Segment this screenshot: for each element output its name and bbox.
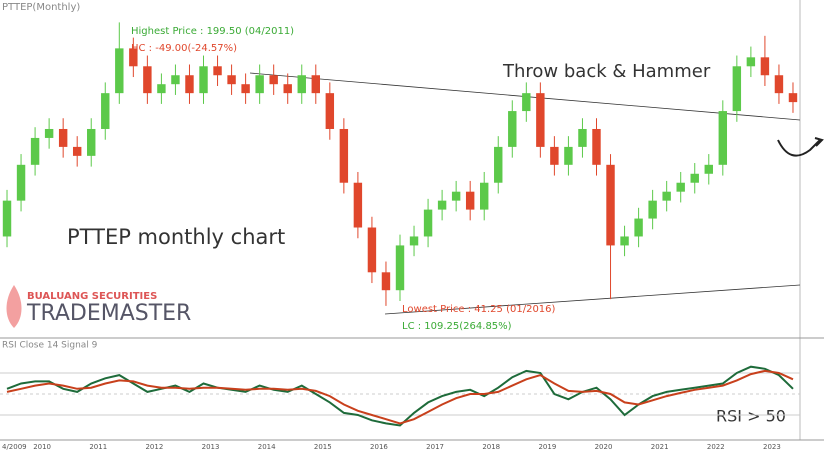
annotation: PTTEP monthly chart (67, 225, 285, 249)
x-tick-label: 2015 (314, 443, 332, 451)
rsi-line (6, 365, 794, 427)
candle-body (101, 93, 110, 129)
candle-body (213, 66, 222, 76)
candle-body (606, 164, 615, 246)
x-tick-label: 2020 (595, 443, 613, 451)
logo-product: TRADEMASTER (26, 301, 191, 326)
candle-body (185, 75, 194, 94)
candle-body (367, 227, 377, 273)
candle-body (634, 218, 643, 237)
candle-body (465, 191, 475, 210)
candle-body (760, 57, 770, 76)
candle-body (58, 128, 68, 147)
candle-body (30, 137, 40, 165)
x-tick-label: 2011 (89, 443, 107, 451)
candle-body (494, 146, 503, 183)
x-tick-label: 2021 (651, 443, 669, 451)
annotation: LC : 109.25(264.85%) (402, 321, 512, 332)
candle-body (690, 173, 699, 183)
x-tick-label: 4/2009 (2, 443, 27, 451)
x-tick-label: 2014 (258, 443, 276, 451)
candle-body (381, 272, 391, 291)
candle-body (451, 191, 461, 201)
candle-body (227, 75, 236, 85)
candle-body (353, 182, 363, 228)
candle-body (564, 146, 573, 165)
candle-body (283, 84, 292, 94)
annotation: Highest Price : 199.50 (04/2011) (131, 26, 294, 37)
x-tick-label: 2023 (763, 443, 781, 451)
candle-body (578, 128, 587, 147)
candle-body (311, 75, 320, 94)
candle-body (746, 57, 756, 67)
candle-body (157, 84, 166, 94)
candle-body (508, 111, 517, 147)
chart-title: PTTEP(Monthly) (2, 2, 80, 13)
x-tick-label: 2019 (538, 443, 556, 451)
x-tick-label: 2010 (33, 443, 51, 451)
x-tick-label: 2017 (426, 443, 444, 451)
candle-body (171, 75, 180, 85)
candle-body (255, 75, 264, 94)
candle-body (44, 128, 54, 138)
rsi-title: RSI Close 14 Signal 9 (2, 341, 98, 351)
candle-body (395, 245, 405, 291)
logo-icon (6, 285, 22, 328)
candle-body (2, 200, 12, 237)
candle-body (409, 236, 419, 246)
candle-body (620, 236, 629, 246)
candle-body (732, 66, 742, 112)
hammer-arrow (777, 139, 821, 157)
annotation: HC : -49.00(-24.57%) (131, 43, 237, 54)
x-tick-label: 2013 (202, 443, 220, 451)
rsi-line (6, 369, 794, 425)
candle-body (704, 164, 713, 174)
arrow-head (814, 137, 824, 147)
trendline (384, 284, 801, 315)
logo-company: BUALUANG SECURITIES (27, 291, 157, 302)
x-tick-label: 2016 (370, 443, 388, 451)
candle-body (16, 164, 26, 201)
candle-body (437, 200, 447, 210)
x-tick-label: 2018 (482, 443, 500, 451)
annotation: Throw back & Hammer (502, 61, 711, 82)
candle-body (536, 93, 545, 147)
x-tick-label: 2022 (707, 443, 725, 451)
candle-body (87, 128, 96, 156)
candle-body (662, 191, 671, 201)
candle-body (550, 146, 559, 165)
candle-body (115, 48, 124, 94)
candle-body (297, 75, 306, 94)
candle-body (592, 128, 601, 165)
candle-body (480, 182, 489, 210)
candle-body (143, 66, 152, 94)
x-tick-label: 2012 (145, 443, 163, 451)
annotation: Lowest Price : 41.25 (01/2016) (402, 304, 556, 315)
candle-body (718, 111, 728, 165)
candle-body (72, 146, 82, 156)
candle-body (129, 48, 138, 67)
candle-body (423, 209, 433, 237)
candle-body (199, 66, 208, 94)
candle-body (676, 182, 685, 192)
candle-body (339, 128, 349, 183)
candle-body (241, 84, 250, 94)
candle-body (522, 93, 531, 112)
annotation: RSI > 50 (716, 407, 786, 426)
candle-body (648, 200, 657, 219)
candle-body (788, 93, 798, 103)
candle-body (325, 93, 335, 129)
candle-body (269, 75, 278, 85)
candle-body (774, 75, 784, 94)
